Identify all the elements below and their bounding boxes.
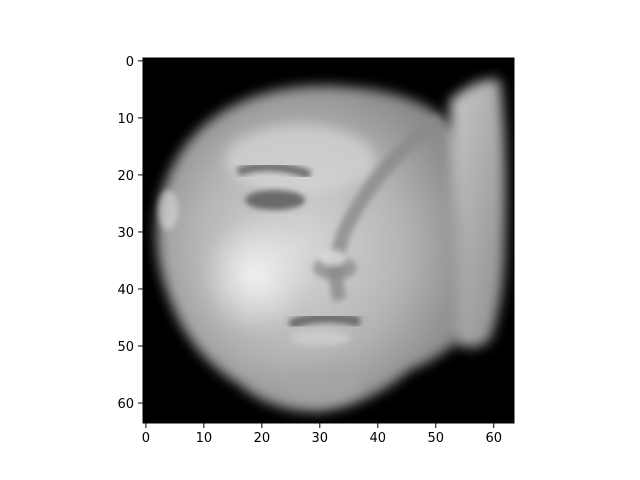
x-tick-label: 50 [427, 431, 444, 446]
nose-highlight [319, 250, 347, 266]
cheek-highlight [200, 215, 310, 335]
y-tick-label: 30 [117, 226, 134, 241]
lip-highlight [290, 330, 350, 346]
chin [280, 367, 360, 403]
face-image [143, 58, 514, 423]
axes-frame [142, 57, 515, 424]
x-tick-label: 20 [254, 431, 271, 446]
x-tick-label: 10 [196, 431, 213, 446]
x-tick-label: 60 [485, 431, 502, 446]
y-tick-label: 60 [117, 397, 134, 412]
edge-highlight [158, 190, 178, 230]
eye [245, 190, 305, 210]
hair-region [450, 79, 506, 348]
y-tick-label: 40 [117, 283, 134, 298]
forehead-highlight [225, 125, 375, 195]
x-tick-label: 30 [312, 431, 329, 446]
y-tick-label: 0 [126, 55, 134, 70]
x-tick-label: 0 [142, 431, 150, 446]
y-tick-label: 10 [117, 112, 134, 127]
eyebrow [236, 162, 312, 180]
x-axis: 0 10 20 30 40 50 60 [142, 423, 502, 446]
y-tick-label: 50 [117, 340, 134, 355]
mouth [288, 312, 362, 330]
y-axis: 0 10 20 30 40 50 60 [117, 55, 143, 412]
x-tick-label: 40 [370, 431, 387, 446]
y-tick-label: 20 [117, 169, 134, 184]
